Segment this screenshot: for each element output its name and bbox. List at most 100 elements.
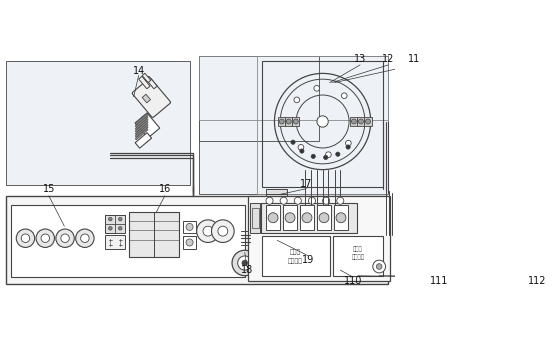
Bar: [364, 117, 372, 126]
Bar: [270, 240, 285, 263]
Circle shape: [211, 220, 234, 243]
Bar: [317, 205, 331, 230]
Bar: [261, 203, 357, 232]
Bar: [6, 61, 190, 185]
Circle shape: [56, 229, 74, 247]
Circle shape: [118, 217, 122, 221]
Bar: [250, 203, 261, 232]
Circle shape: [109, 227, 112, 230]
Circle shape: [196, 220, 219, 243]
Circle shape: [324, 155, 328, 160]
Circle shape: [294, 119, 299, 124]
Circle shape: [36, 229, 55, 247]
Bar: [334, 205, 348, 230]
Text: 14: 14: [132, 66, 145, 76]
Bar: [266, 189, 287, 194]
Circle shape: [186, 239, 193, 246]
Bar: [135, 121, 148, 133]
Circle shape: [203, 226, 213, 236]
Bar: [105, 215, 125, 233]
Circle shape: [314, 85, 320, 91]
Bar: [199, 57, 319, 141]
Circle shape: [311, 154, 315, 159]
Bar: [105, 215, 116, 233]
Circle shape: [294, 97, 300, 103]
Bar: [248, 196, 390, 281]
Bar: [266, 194, 287, 197]
Bar: [135, 124, 148, 135]
Bar: [262, 61, 383, 187]
Circle shape: [323, 197, 330, 204]
Circle shape: [280, 197, 287, 204]
Circle shape: [345, 140, 351, 146]
Bar: [283, 205, 297, 230]
Bar: [135, 126, 148, 137]
Circle shape: [275, 249, 280, 254]
Bar: [135, 113, 160, 138]
Circle shape: [352, 119, 357, 124]
Circle shape: [294, 197, 301, 204]
Text: 13: 13: [354, 54, 366, 64]
Circle shape: [319, 213, 329, 223]
Bar: [135, 113, 148, 125]
Bar: [285, 117, 292, 126]
Bar: [357, 117, 364, 126]
Bar: [257, 57, 388, 194]
Circle shape: [218, 226, 228, 236]
Bar: [146, 76, 157, 89]
Circle shape: [353, 119, 359, 124]
Text: 11: 11: [408, 54, 421, 64]
FancyBboxPatch shape: [132, 78, 171, 118]
Bar: [292, 117, 300, 126]
Circle shape: [358, 119, 363, 124]
Bar: [266, 205, 280, 230]
Circle shape: [300, 149, 304, 153]
Circle shape: [286, 119, 291, 124]
Circle shape: [317, 116, 328, 127]
Circle shape: [336, 152, 340, 156]
Bar: [142, 94, 151, 103]
Text: 12: 12: [382, 54, 395, 64]
Circle shape: [286, 119, 292, 124]
Bar: [183, 236, 196, 249]
Bar: [11, 205, 245, 277]
Circle shape: [61, 234, 69, 243]
Circle shape: [298, 144, 304, 150]
Circle shape: [275, 257, 280, 261]
Bar: [278, 117, 285, 126]
Bar: [199, 57, 388, 120]
Circle shape: [21, 234, 30, 243]
Circle shape: [365, 119, 371, 124]
Circle shape: [373, 260, 386, 273]
Bar: [129, 212, 154, 257]
Circle shape: [109, 217, 112, 221]
Bar: [135, 116, 148, 127]
Circle shape: [326, 152, 331, 158]
Text: 17: 17: [300, 179, 312, 189]
Circle shape: [346, 145, 350, 149]
Circle shape: [279, 119, 284, 124]
Bar: [105, 215, 125, 224]
Text: 驱动电路: 驱动电路: [288, 258, 303, 264]
Circle shape: [336, 213, 346, 223]
Circle shape: [336, 197, 344, 204]
Circle shape: [266, 197, 273, 204]
Text: 19: 19: [302, 255, 315, 265]
Text: 继电器: 继电器: [290, 249, 301, 255]
Circle shape: [302, 213, 312, 223]
Circle shape: [232, 250, 257, 276]
Bar: [135, 133, 152, 148]
Bar: [350, 117, 357, 126]
Bar: [6, 196, 388, 284]
Circle shape: [291, 140, 295, 144]
Bar: [105, 235, 125, 249]
Circle shape: [268, 213, 278, 223]
Bar: [199, 57, 388, 194]
Circle shape: [76, 229, 94, 247]
Bar: [142, 73, 151, 83]
Circle shape: [81, 234, 89, 243]
Text: 18: 18: [240, 265, 253, 275]
Bar: [300, 205, 314, 230]
Bar: [183, 221, 196, 233]
Circle shape: [238, 256, 252, 270]
